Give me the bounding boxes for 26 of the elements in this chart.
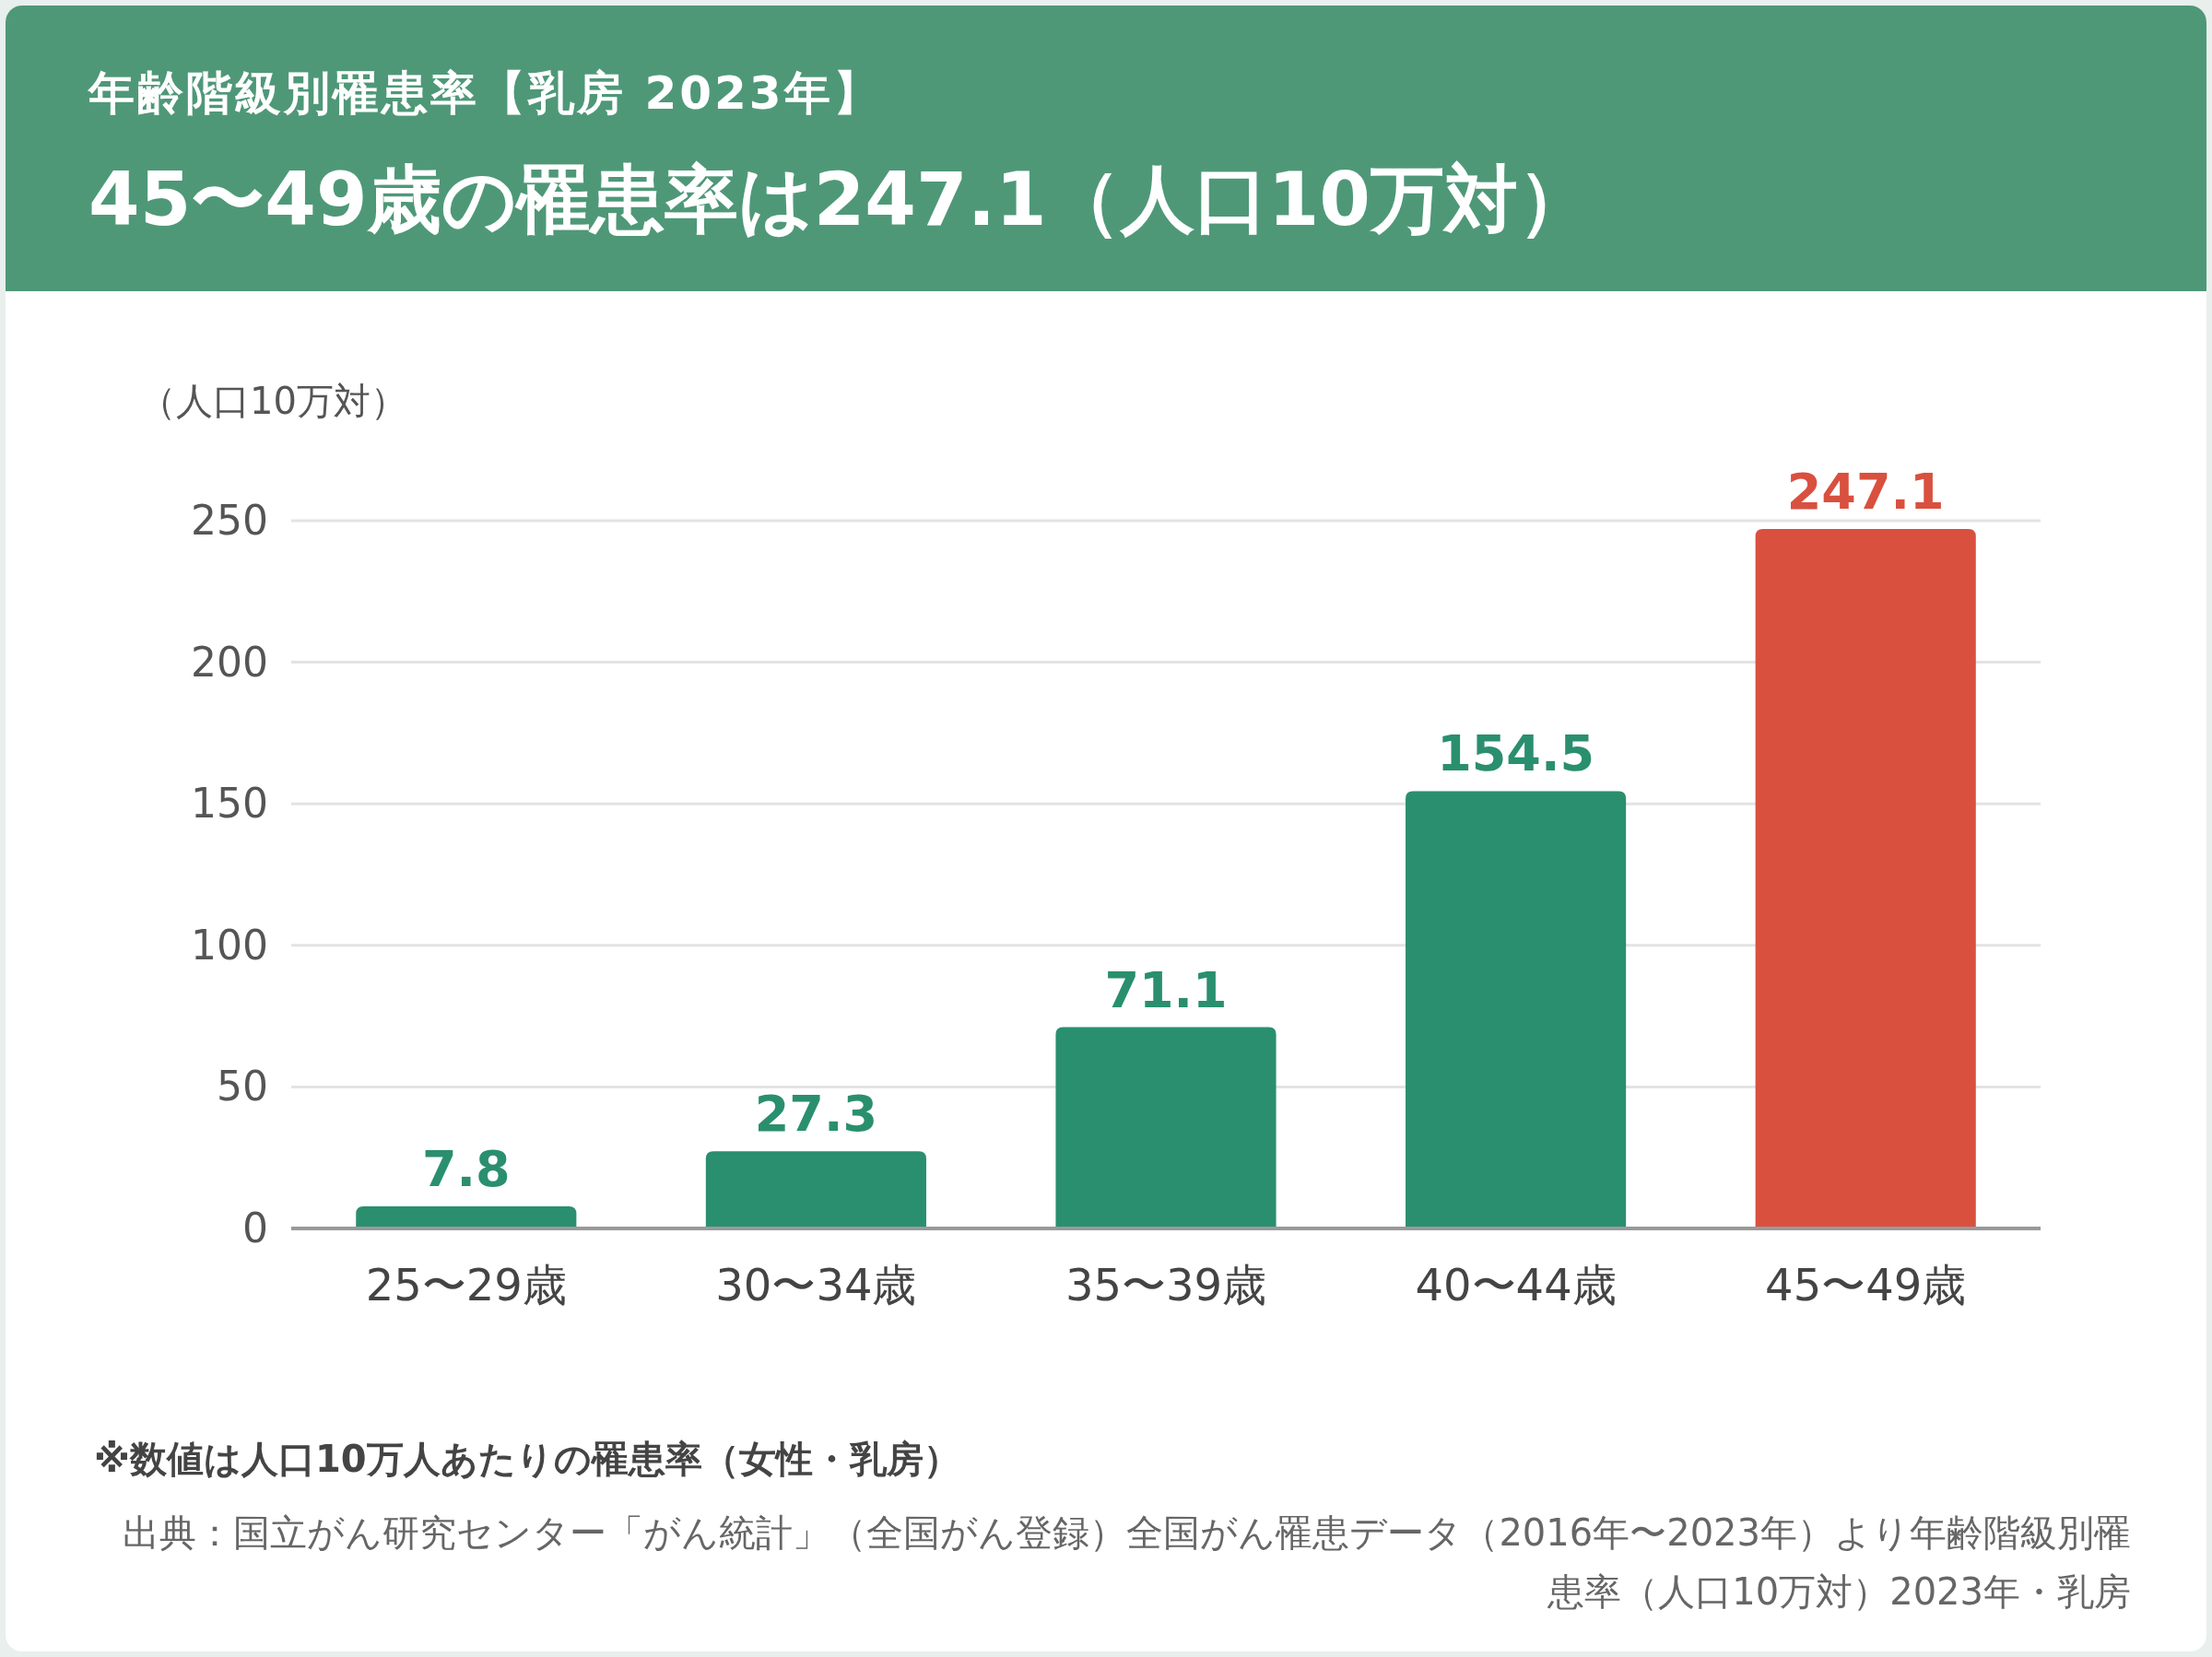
- y-tick-label: 200: [191, 638, 268, 686]
- x-tick-label: 45〜49歳: [1765, 1259, 1967, 1310]
- bar: [1755, 528, 1976, 1228]
- x-tick-label: 30〜34歳: [715, 1259, 917, 1310]
- text: ※数値は人口10万人あたりの罹患率（女性・乳房）: [94, 1437, 960, 1482]
- data-label: 247.1: [1786, 462, 1945, 521]
- chart-subtitle: 年齢階級別罹患率【乳房 2023年】: [88, 65, 882, 122]
- y-axis-title: （人口10万対）: [139, 380, 407, 422]
- bar: [1055, 1027, 1277, 1228]
- y-tick-label: 100: [191, 921, 268, 969]
- x-tick-label: 40〜44歳: [1415, 1259, 1617, 1310]
- y-tick-label: 0: [242, 1205, 268, 1252]
- bar: [356, 1206, 577, 1228]
- bar: [1406, 791, 1627, 1228]
- y-tick-label: 50: [217, 1063, 268, 1111]
- y-tick-label: 150: [191, 780, 268, 828]
- y-tick-label: 250: [191, 497, 268, 544]
- x-tick-label: 25〜29歳: [365, 1259, 567, 1310]
- chart-title: 45〜49歳の罹患率は247.1（人口10万対）: [88, 156, 1593, 244]
- x-tick-label: 35〜39歳: [1065, 1259, 1267, 1310]
- data-label: 27.3: [754, 1085, 878, 1144]
- data-label: 71.1: [1104, 960, 1228, 1019]
- source-note: 出典：国立がん研究センター「がん統計」（全国がん登録）全国がん罹患データ（2016年〜2023年）より年齢階級別罹患率（人口10万対）2023年・乳房: [122, 1510, 2131, 1615]
- data-label: 154.5: [1437, 724, 1595, 783]
- data-label: 7.8: [421, 1140, 511, 1199]
- bar: [705, 1151, 926, 1228]
